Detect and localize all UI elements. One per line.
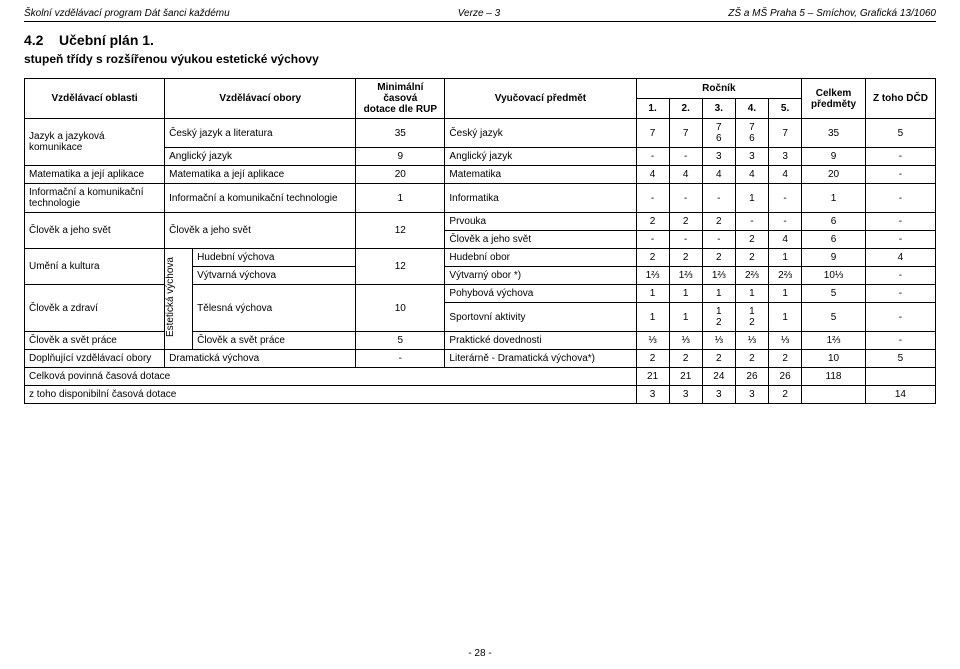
cjl-y5: 7 [769, 119, 802, 148]
field-vv: Výtvarná výchova [193, 267, 356, 285]
field-hv: Hudební výchova [193, 249, 356, 267]
row-total: Celková povinná časová dotace 21 21 24 2… [25, 368, 936, 386]
section-title: 4.2 Učební plán 1. [24, 32, 936, 48]
est-vertical-cell: Estetická výchova [165, 249, 193, 350]
subj-vv: Výtvarný obor *) [445, 267, 636, 285]
dot-aj: 9 [356, 148, 445, 166]
subtitle: stupeň třídy s rozšířenou výukou estetic… [24, 52, 936, 66]
col-area: Vzdělávací oblasti [25, 79, 165, 119]
col-rocnik: Ročník [636, 79, 802, 99]
col-year-1: 1. [636, 99, 669, 119]
col-year-4: 4. [735, 99, 768, 119]
col-subject: Vyučovací předmět [445, 79, 636, 119]
area-ikt: Informační a komunikační technologie [25, 184, 165, 213]
area-dopl: Doplňující vzdělávací obory [25, 350, 165, 368]
col-sum: Celkem předměty [802, 79, 866, 119]
row-dv: Doplňující vzdělávací obory Dramatická v… [25, 350, 936, 368]
col-dotace-bot: dotace dle RUP [364, 104, 437, 115]
col-dotace-top: Minimální časová [360, 82, 440, 104]
cjl-sum: 35 [802, 119, 866, 148]
header-left: Školní vzdělávací program Dát šanci každ… [24, 8, 230, 19]
page-number: - 28 - [0, 648, 960, 659]
subj-cjs: Člověk a jeho svět [445, 231, 636, 249]
cjl-y3: 76 [702, 119, 735, 148]
col-year-3: 3. [702, 99, 735, 119]
col-dotace: Minimální časová dotace dle RUP [356, 79, 445, 119]
row-ikt: Informační a komunikační technologie Inf… [25, 184, 936, 213]
section-no: 4.2 [24, 32, 43, 48]
field-mat: Matematika a její aplikace [165, 166, 356, 184]
subj-dv: Literárně - Dramatická výchova*) [445, 350, 636, 368]
col-dcd: Z toho DČD [865, 79, 935, 119]
subj-pv: Pohybová výchova [445, 285, 636, 303]
area-caz: Člověk a zdraví [25, 285, 165, 332]
field-ikt: Informační a komunikační technologie [165, 184, 356, 213]
col-sum-top: Celkem [816, 88, 852, 99]
subj-prvouka: Prvouka [445, 213, 636, 231]
subj-cjl: Český jazyk [445, 119, 636, 148]
header-center: Verze – 3 [458, 8, 500, 19]
area-jazyk: Jazyk a jazyková komunikace [25, 119, 165, 166]
row-mat: Matematika a její aplikace Matematika a … [25, 166, 936, 184]
field-aj: Anglický jazyk [165, 148, 356, 166]
row-disp: z toho disponibilní časová dotace 3 3 3 … [25, 386, 936, 404]
area-mat: Matematika a její aplikace [25, 166, 165, 184]
table-header-row: Vzdělávací oblasti Vzdělávací obory Mini… [25, 79, 936, 99]
subj-csp: Praktické dovednosti [445, 332, 636, 350]
subj-sa: Sportovní aktivity [445, 303, 636, 332]
area-csp: Člověk a svět práce [25, 332, 165, 350]
subj-aj: Anglický jazyk [445, 148, 636, 166]
subj-hv: Hudební obor [445, 249, 636, 267]
field-tv: Tělesná výchova [193, 285, 356, 332]
col-year-2: 2. [669, 99, 702, 119]
col-fields: Vzdělávací obory [165, 79, 356, 119]
row-pv: Člověk a zdraví Tělesná výchova 10 Pohyb… [25, 285, 936, 303]
row-prvouka: Člověk a jeho svět Člověk a jeho svět 12… [25, 213, 936, 231]
area-uk: Umění a kultura [25, 249, 165, 285]
row-cjl: Jazyk a jazyková komunikace Český jazyk … [25, 119, 936, 148]
section-name: Učební plán 1. [59, 32, 154, 48]
curriculum-table: Vzdělávací oblasti Vzdělávací obory Mini… [24, 78, 936, 404]
row-csp: Člověk a svět práce Člověk a svět práce … [25, 332, 936, 350]
header-right: ZŠ a MŠ Praha 5 – Smíchov, Grafická 13/1… [728, 8, 936, 19]
disp-label: z toho disponibilní časová dotace [25, 386, 637, 404]
header-rule [24, 21, 936, 22]
col-sum-bot: předměty [811, 99, 856, 110]
field-cjs: Člověk a jeho svět [165, 213, 356, 249]
cjl-dcd: 5 [865, 119, 935, 148]
field-dv: Dramatická výchova [165, 350, 356, 368]
field-csp: Člověk a svět práce [193, 332, 356, 350]
cjl-y1: 7 [636, 119, 669, 148]
dot-cjl: 35 [356, 119, 445, 148]
field-cjl: Český jazyk a literatura [165, 119, 356, 148]
cjl-y2: 7 [669, 119, 702, 148]
col-year-5: 5. [769, 99, 802, 119]
area-cjs: Člověk a jeho svět [25, 213, 165, 249]
cjl-y4: 76 [735, 119, 768, 148]
row-hv: Umění a kultura Estetická výchova Hudebn… [25, 249, 936, 267]
total-label: Celková povinná časová dotace [25, 368, 637, 386]
header-bar: Školní vzdělávací program Dát šanci každ… [24, 8, 936, 19]
est-vertical-label: Estetická výchova [165, 257, 192, 337]
